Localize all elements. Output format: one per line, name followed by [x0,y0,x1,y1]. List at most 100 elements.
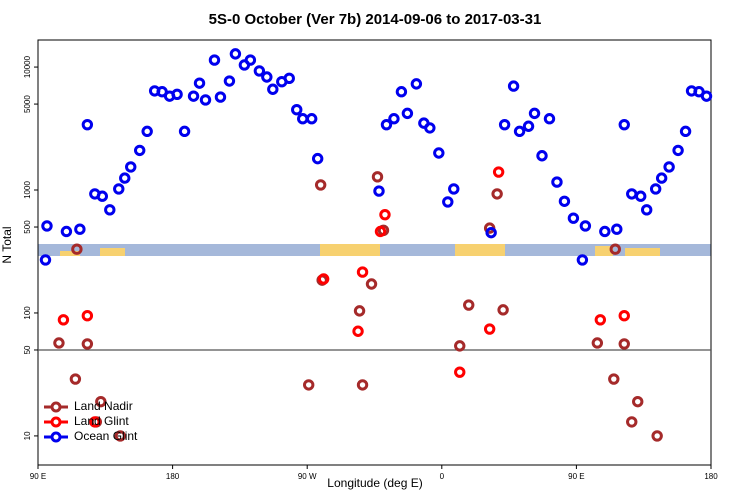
y-tick-label: 10000 [23,55,32,78]
point [640,204,653,216]
point [356,379,369,391]
point [483,323,496,335]
point [244,54,257,66]
point [649,183,662,195]
point [178,125,191,138]
point [104,204,116,216]
point [485,226,497,239]
point [81,310,94,322]
point [498,118,511,131]
point [599,225,611,238]
y-tick-label: 100 [23,306,32,320]
point [618,118,630,131]
point [229,48,242,60]
point [305,113,318,125]
point [60,225,73,238]
point [214,91,227,103]
x-tick-label: 180 [166,472,180,481]
point [618,338,630,350]
point [125,161,137,173]
point [96,190,109,202]
point [579,220,592,232]
point [141,125,153,138]
point [291,104,303,116]
y-tick-label: 10 [23,431,32,440]
plot-frame [37,39,712,466]
point [193,77,206,89]
point [253,65,266,77]
point [528,107,541,120]
point [608,373,620,385]
point [302,379,315,391]
point [356,266,369,278]
point [374,225,387,238]
point [311,152,324,165]
y-axis-label: N Total [0,226,14,263]
point [53,337,65,349]
x-tick-label: 0 [440,472,445,481]
point [395,86,408,98]
legend-label: Ocean Glint [74,429,138,443]
y-tick-label: 500 [23,220,32,234]
point [454,340,466,352]
x-tick-label: 90 E [30,472,46,481]
point [635,190,647,202]
point [558,195,571,207]
point [371,171,384,183]
legend-marker [50,431,62,443]
point [171,88,183,101]
point [114,430,126,442]
x-tick-label: 180 [704,472,718,481]
point [632,395,644,408]
point [594,314,607,326]
point [283,72,295,85]
point [133,144,146,157]
point [626,416,638,428]
chart-title: 5S-0 October (Ver 7b) 2014-09-06 to 2017… [209,11,542,28]
legend-label: Land Nadir [74,399,133,413]
point [522,120,535,132]
point [679,125,692,138]
point [267,83,279,95]
land-mask-band [38,244,711,256]
x-tick-label: 90 E [568,472,584,481]
point [576,254,589,266]
point [536,150,548,162]
point [69,373,82,385]
legend-label: Land Glint [74,414,129,428]
point [618,310,630,322]
point [352,325,364,337]
point [119,172,131,184]
point [609,243,621,255]
point [199,94,212,106]
point [663,161,675,173]
point [672,144,684,157]
point [353,305,366,317]
x-tick-label: 90 W [298,472,317,481]
point [401,107,414,120]
point [39,254,52,266]
point [71,243,83,255]
point [655,172,668,184]
point [651,430,663,442]
x-axis-label: Longitude (deg E) [327,476,422,490]
legend-marker [50,416,62,428]
point [81,118,94,131]
point [208,54,221,66]
point [491,188,503,200]
point [442,196,454,208]
point [388,113,400,125]
point [379,208,391,221]
point [41,220,53,232]
point [95,395,107,408]
point [567,212,580,224]
point [380,118,393,131]
point [448,183,460,195]
point [187,90,200,102]
point [492,166,505,178]
point [433,147,445,159]
point [373,185,385,197]
point [89,416,101,428]
point [454,366,466,378]
